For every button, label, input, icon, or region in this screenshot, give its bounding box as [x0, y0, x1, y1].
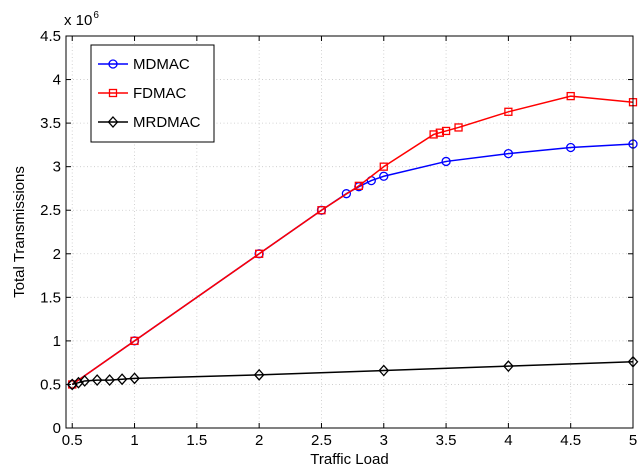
y-tick-label: 0.5	[40, 376, 61, 393]
data-point-mrdmac	[253, 368, 265, 381]
y-axis-multiplier: x 106	[64, 10, 99, 29]
legend-label-fdmac: FDMAC	[133, 85, 186, 102]
data-point-fdmac	[566, 91, 575, 101]
series-fdmac	[68, 91, 638, 389]
data-point-mdmac	[566, 142, 576, 153]
data-point-fdmac	[379, 162, 388, 171]
legend-label-mrdmac: MRDMAC	[133, 114, 201, 131]
legend-items: MDMAC FDMAC MRDMAC	[98, 56, 201, 131]
data-point-mdmac	[441, 156, 451, 167]
legend-item-mdmac: MDMAC	[98, 56, 190, 73]
ticks	[66, 35, 634, 429]
data-point-mdmac	[341, 189, 352, 199]
data-point-fdmac	[317, 206, 326, 215]
series-mrdmac	[66, 355, 639, 391]
y-tick-label: 3.5	[40, 115, 61, 132]
x-tick-label: 1.5	[186, 432, 207, 449]
x-tick-label: 5	[629, 432, 637, 449]
data-point-mdmac	[503, 148, 514, 159]
y-tick-label: 3	[53, 159, 61, 176]
data-point-fdmac	[255, 249, 264, 258]
data-point-mrdmac	[378, 364, 390, 377]
data-point-mrdmac	[116, 373, 128, 386]
data-point-mrdmac	[91, 374, 103, 387]
data-point-mrdmac	[79, 374, 91, 387]
x-tick-label: 4.5	[560, 432, 581, 449]
data-point-mrdmac	[129, 372, 140, 385]
y-axis-multiplier-exponent: 6	[93, 10, 99, 21]
data-point-mrdmac	[73, 376, 84, 389]
x-tick-label: 3	[380, 432, 388, 449]
series-line-mdmac	[71, 143, 634, 386]
data-point-mrdmac	[104, 374, 115, 387]
x-tick-label: 2	[255, 432, 263, 449]
y-tick-label: 1	[53, 333, 61, 350]
y-tick-label: 2.5	[40, 202, 61, 219]
x-tick-label: 1	[130, 432, 138, 449]
y-tick-label: 2	[53, 246, 61, 263]
legend-marker-fdmac	[108, 88, 118, 98]
data-point-fdmac	[429, 130, 438, 139]
y-axis-multiplier-base: x 10	[64, 12, 92, 29]
x-tick-label: 2.5	[311, 432, 332, 449]
data-point-fdmac	[504, 107, 513, 116]
x-tick-label: 4	[504, 432, 512, 449]
data-point-mrdmac	[66, 378, 78, 391]
x-tick-label: 3.5	[436, 432, 457, 449]
data-point-fdmac	[130, 336, 139, 346]
series-line-mrdmac	[72, 361, 634, 386]
legend: MDMAC FDMAC MRDMAC	[90, 44, 215, 143]
plot-frame	[65, 35, 634, 429]
x-tick-label: 0.5	[62, 432, 83, 449]
legend-label-mdmac: MDMAC	[133, 56, 190, 73]
data-point-fdmac	[454, 123, 463, 132]
y-axis-label: Total Transmissions	[11, 166, 28, 298]
y-tick-label: 4.5	[40, 28, 61, 45]
legend-marker-mrdmac	[107, 116, 119, 128]
data-point-fdmac	[354, 181, 363, 190]
legend-item-fdmac: FDMAC	[98, 85, 186, 102]
series-line-fdmac	[71, 95, 634, 386]
y-tick-label: 1.5	[40, 289, 61, 306]
data-point-mrdmac	[503, 360, 514, 373]
x-axis-label: Traffic Load	[310, 451, 388, 468]
data-point-fdmac	[435, 128, 444, 137]
data-point-fdmac	[441, 126, 451, 136]
legend-marker-mdmac	[108, 59, 118, 69]
tick-labels: 0.5 1 1.5 2 2.5 3 3.5 4 4.5 500.511.522.533.544.5	[40, 28, 637, 449]
series-mdmac	[67, 139, 638, 390]
data-point-mdmac	[379, 171, 389, 181]
legend-item-mrdmac: MRDMAC	[98, 114, 201, 131]
y-tick-label: 4	[53, 72, 61, 89]
y-tick-label: 0	[53, 420, 61, 437]
